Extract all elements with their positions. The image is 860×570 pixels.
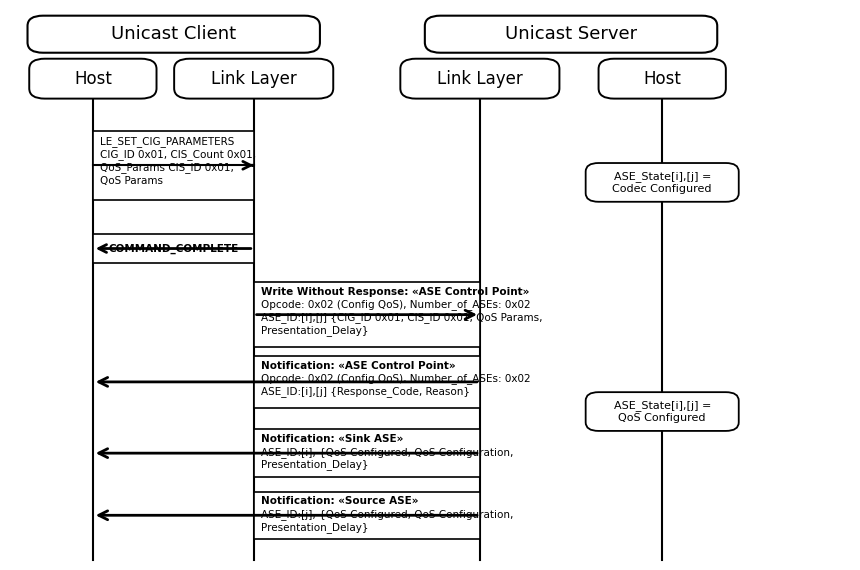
Text: LE_SET_CIG_PARAMETERS
CIG_ID 0x01, CIS_Count 0x01,
QoS_Params CIS_ID 0x01,
QoS P: LE_SET_CIG_PARAMETERS CIG_ID 0x01, CIS_C… <box>100 136 256 186</box>
FancyBboxPatch shape <box>586 163 739 202</box>
FancyBboxPatch shape <box>425 16 717 53</box>
Text: Notification: «Source ASE»: Notification: «Source ASE» <box>261 496 418 506</box>
Text: Unicast Client: Unicast Client <box>111 25 236 43</box>
Text: Write Without Response: «ASE Control Point»: Write Without Response: «ASE Control Poi… <box>261 287 529 297</box>
Text: Notification: «ASE Control Point»: Notification: «ASE Control Point» <box>261 361 455 371</box>
FancyBboxPatch shape <box>28 16 320 53</box>
FancyBboxPatch shape <box>401 59 560 99</box>
Bar <box>254 430 480 477</box>
Text: ASE_State[i],[j] =
Codec Configured: ASE_State[i],[j] = Codec Configured <box>612 171 712 194</box>
Text: ASE_ID:[j], {QoS Configured, QoS Configuration,
Presentation_Delay}: ASE_ID:[j], {QoS Configured, QoS Configu… <box>261 508 513 532</box>
Bar <box>254 356 480 408</box>
Bar <box>93 234 254 263</box>
FancyBboxPatch shape <box>586 392 739 431</box>
Text: Host: Host <box>74 70 112 88</box>
Text: ASE_ID:[i], {QoS Configured, QoS Configuration,
Presentation_Delay}: ASE_ID:[i], {QoS Configured, QoS Configu… <box>261 447 513 470</box>
Bar <box>93 131 254 199</box>
Text: Opcode: 0x02 (Config QoS), Number_of_ASEs: 0x02
ASE_ID:[i],[j] {Response_Code, R: Opcode: 0x02 (Config QoS), Number_of_ASE… <box>261 373 531 397</box>
Text: Host: Host <box>643 70 681 88</box>
Text: Link Layer: Link Layer <box>437 70 523 88</box>
Text: Link Layer: Link Layer <box>211 70 297 88</box>
Text: Notification: «Sink ASE»: Notification: «Sink ASE» <box>261 434 403 444</box>
Text: Unicast Server: Unicast Server <box>505 25 637 43</box>
Text: COMMAND_COMPLETE: COMMAND_COMPLETE <box>108 243 238 254</box>
Bar <box>254 491 480 539</box>
Text: Opcode: 0x02 (Config QoS), Number_of_ASEs: 0x02
ASE_ID:[i],[j] {CIG_ID 0x01, CIS: Opcode: 0x02 (Config QoS), Number_of_ASE… <box>261 299 542 336</box>
FancyBboxPatch shape <box>174 59 333 99</box>
Text: ASE_State[i],[j] =
QoS Configured: ASE_State[i],[j] = QoS Configured <box>613 400 711 423</box>
FancyBboxPatch shape <box>29 59 157 99</box>
FancyBboxPatch shape <box>599 59 726 99</box>
Bar <box>254 282 480 347</box>
